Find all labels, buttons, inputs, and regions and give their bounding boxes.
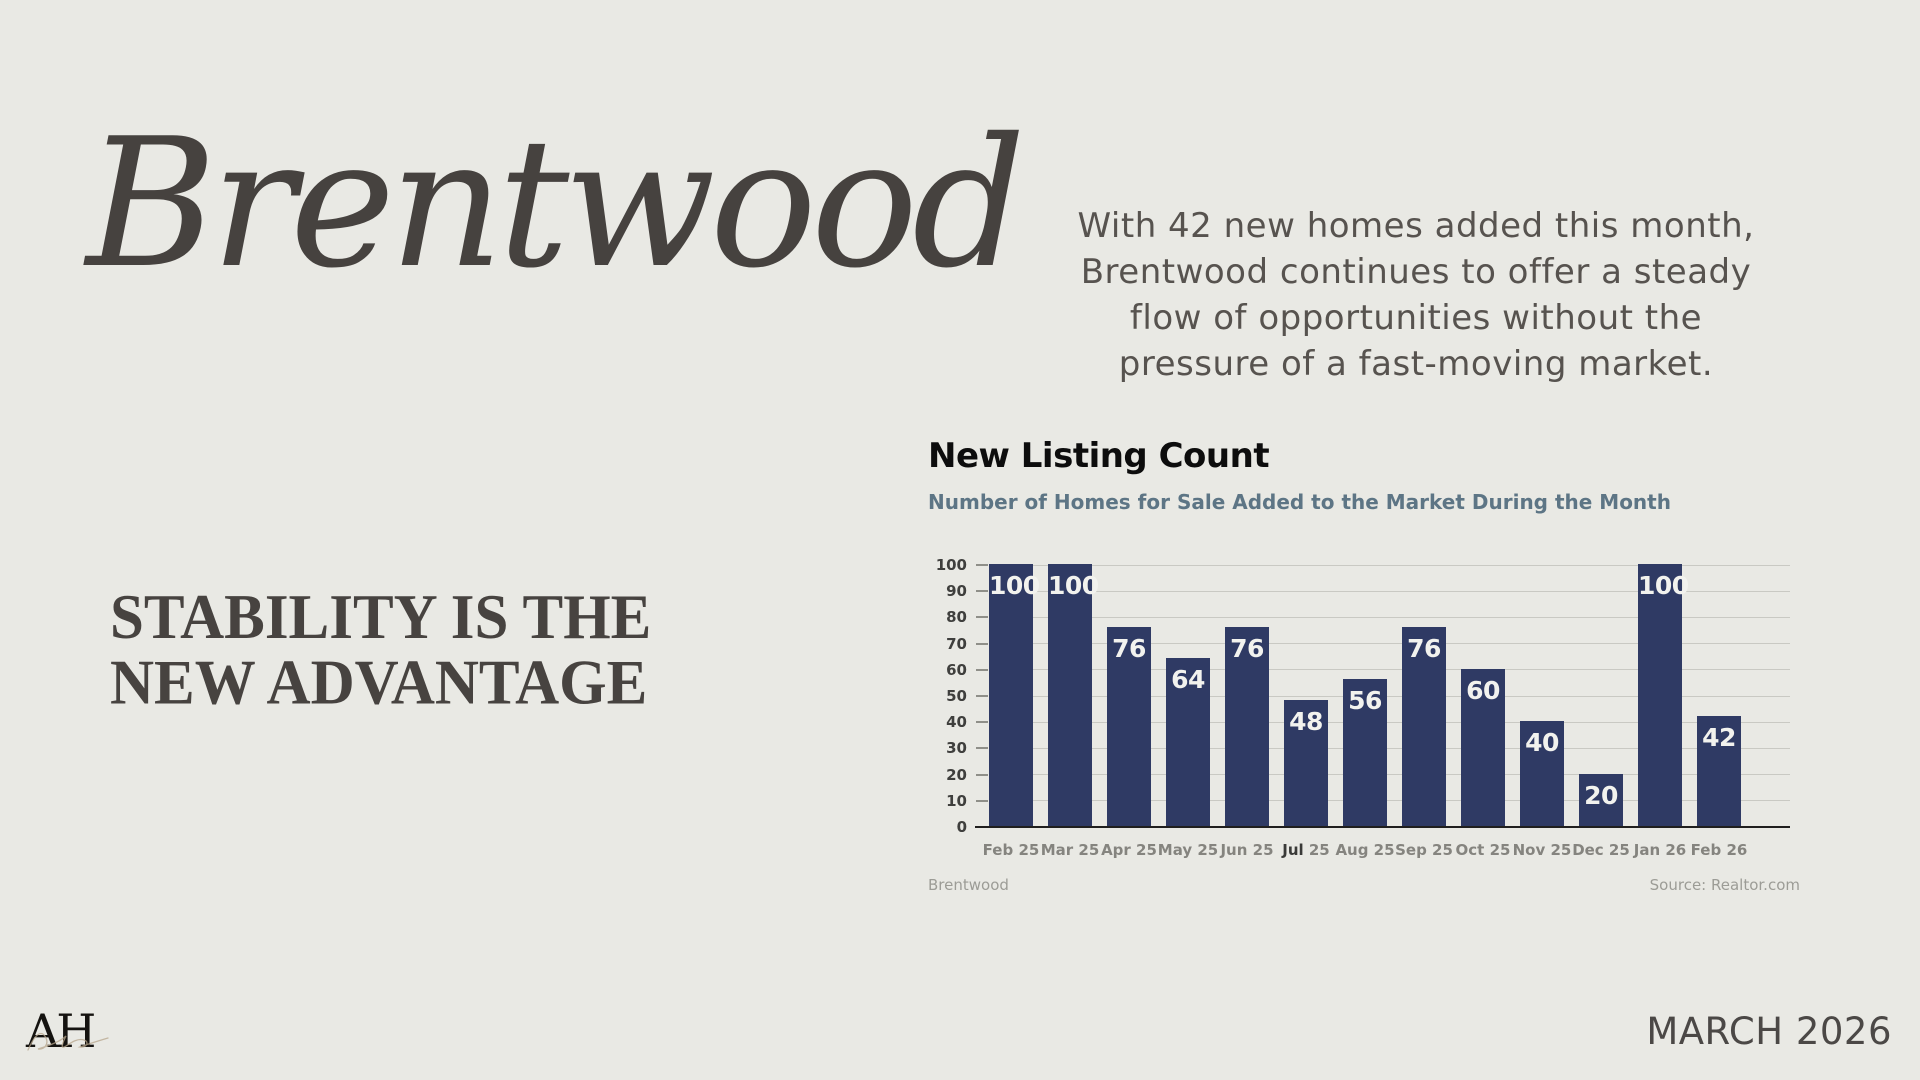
intro-paragraph-line: With 42 new homes added this month, — [1077, 206, 1755, 246]
y-axis-tick — [976, 721, 988, 724]
x-axis-label: Mar 25 — [1040, 841, 1100, 859]
bar-value-label: 48 — [1289, 707, 1323, 737]
y-axis-tick-label: 80 — [946, 608, 967, 627]
gridline — [993, 616, 1790, 618]
gridline — [993, 643, 1790, 645]
y-axis-tick — [976, 590, 988, 593]
bar-mar-25: 100 — [1048, 564, 1099, 826]
intro-paragraph-line: flow of opportunities without the — [1129, 298, 1703, 338]
y-axis-tick-label: 30 — [946, 739, 967, 758]
y-axis-tick-label: 20 — [946, 765, 967, 784]
chart-plot: 0 10 20 30 40 50 60 70 80 90 100 100 Feb 25 100 Mar 25… — [936, 557, 1790, 859]
chart-subtitle: Number of Homes for Sale Added to the Ma… — [928, 490, 1671, 514]
y-axis-tick — [976, 695, 988, 697]
logo-signature-icon — [27, 1032, 109, 1051]
gridline — [993, 774, 1790, 776]
y-axis-tick — [976, 564, 988, 566]
bar-jul-25: 48 — [1284, 700, 1328, 826]
bar-value-label: 64 — [1171, 665, 1205, 695]
y-axis-tick — [976, 747, 988, 750]
gridline — [993, 721, 1790, 723]
issue-date: MARCH 2026 — [1646, 1010, 1892, 1053]
y-axis-tick — [976, 616, 988, 619]
intro-paragraph-line: Brentwood continues to offer a steady — [1080, 252, 1752, 292]
y-axis-tick — [976, 799, 988, 802]
bar-nov-25: 40 — [1520, 721, 1564, 826]
y-axis-tick-label: 70 — [946, 634, 967, 653]
y-axis-tick-label: 0 — [956, 818, 967, 836]
headline: STABILITY IS THE NEW ADVANTAGE — [110, 585, 651, 716]
headline-line: NEW ADVANTAGE — [110, 648, 648, 719]
bar-value-label: 60 — [1466, 675, 1500, 705]
y-axis-tick — [976, 668, 988, 671]
y-axis-tick-label: 60 — [946, 660, 967, 679]
y-axis-tick-label: 40 — [946, 713, 967, 732]
bar-value-label: 76 — [1112, 633, 1146, 663]
bar-feb-26: 42 — [1697, 715, 1741, 826]
y-axis-tick-label: 100 — [935, 556, 967, 574]
bar-value-label: 56 — [1348, 686, 1382, 716]
x-axis-label: Jan 26 — [1633, 841, 1687, 859]
gridline — [993, 590, 1790, 592]
bar-sep-25: 76 — [1402, 626, 1446, 826]
bar-jun-25: 76 — [1225, 626, 1269, 826]
brand-monogram: AH — [26, 1004, 96, 1058]
chart-footnote-source: Source: Realtor.com — [1649, 876, 1800, 894]
gridline — [993, 669, 1790, 671]
gridline — [993, 695, 1790, 697]
bar-value-label: 100 — [1048, 571, 1099, 600]
x-axis-label: Jul 25 — [1282, 841, 1330, 859]
bar-value-label: 76 — [1230, 633, 1264, 663]
chart-title: New Listing Count — [928, 436, 1270, 476]
city-title: Brentwood — [86, 100, 1026, 307]
intro-paragraph: With 42 new homes added this month, Bren… — [966, 203, 1866, 387]
x-axis-label: Jun 25 — [1220, 841, 1274, 859]
x-axis-label: May 25 — [1157, 841, 1219, 859]
bar-aug-25: 56 — [1343, 679, 1387, 826]
bar-feb-25: 100 — [989, 564, 1040, 826]
bar-value-label: 100 — [989, 571, 1040, 600]
bar-value-label: 76 — [1407, 633, 1441, 663]
bar-value-label: 20 — [1584, 780, 1618, 810]
bar-may-25: 64 — [1166, 658, 1210, 826]
y-axis-tick — [976, 642, 988, 645]
x-axis-label: Feb 26 — [1690, 841, 1748, 859]
brand-logo: AH — [26, 1002, 116, 1064]
gridline — [993, 747, 1790, 749]
bar-oct-25: 60 — [1461, 668, 1505, 826]
x-axis-label: Oct 25 — [1455, 841, 1511, 859]
headline-line: STABILITY IS THE — [110, 582, 652, 653]
x-axis-label-highlight: Jul — [1282, 841, 1304, 859]
bar-value-label: 40 — [1525, 728, 1559, 758]
gridline — [993, 800, 1790, 802]
y-axis-tick-label: 50 — [946, 687, 967, 705]
y-axis-tick-label: 90 — [946, 582, 967, 601]
x-axis-label: Nov 25 — [1512, 841, 1572, 859]
gridline — [993, 564, 1790, 566]
x-axis-label: Aug 25 — [1335, 841, 1395, 859]
y-axis-tick-label: 10 — [946, 791, 967, 810]
bar-apr-25: 76 — [1107, 626, 1151, 826]
chart-footnote-location: Brentwood — [928, 876, 1009, 894]
intro-paragraph-line: pressure of a fast-moving market. — [1118, 344, 1714, 384]
bar-jan-26: 100 — [1638, 564, 1689, 826]
bar-value-label: 100 — [1638, 571, 1689, 600]
x-axis-label: Dec 25 — [1572, 841, 1630, 859]
bar-dec-25: 20 — [1579, 773, 1623, 826]
x-axis-line — [975, 825, 1790, 828]
bar-value-label: 42 — [1702, 722, 1736, 752]
x-axis-label: Sep 25 — [1395, 841, 1453, 859]
y-axis-tick — [976, 773, 988, 776]
x-axis-label: Feb 25 — [982, 841, 1040, 859]
x-axis-label: Apr 25 — [1101, 841, 1157, 859]
